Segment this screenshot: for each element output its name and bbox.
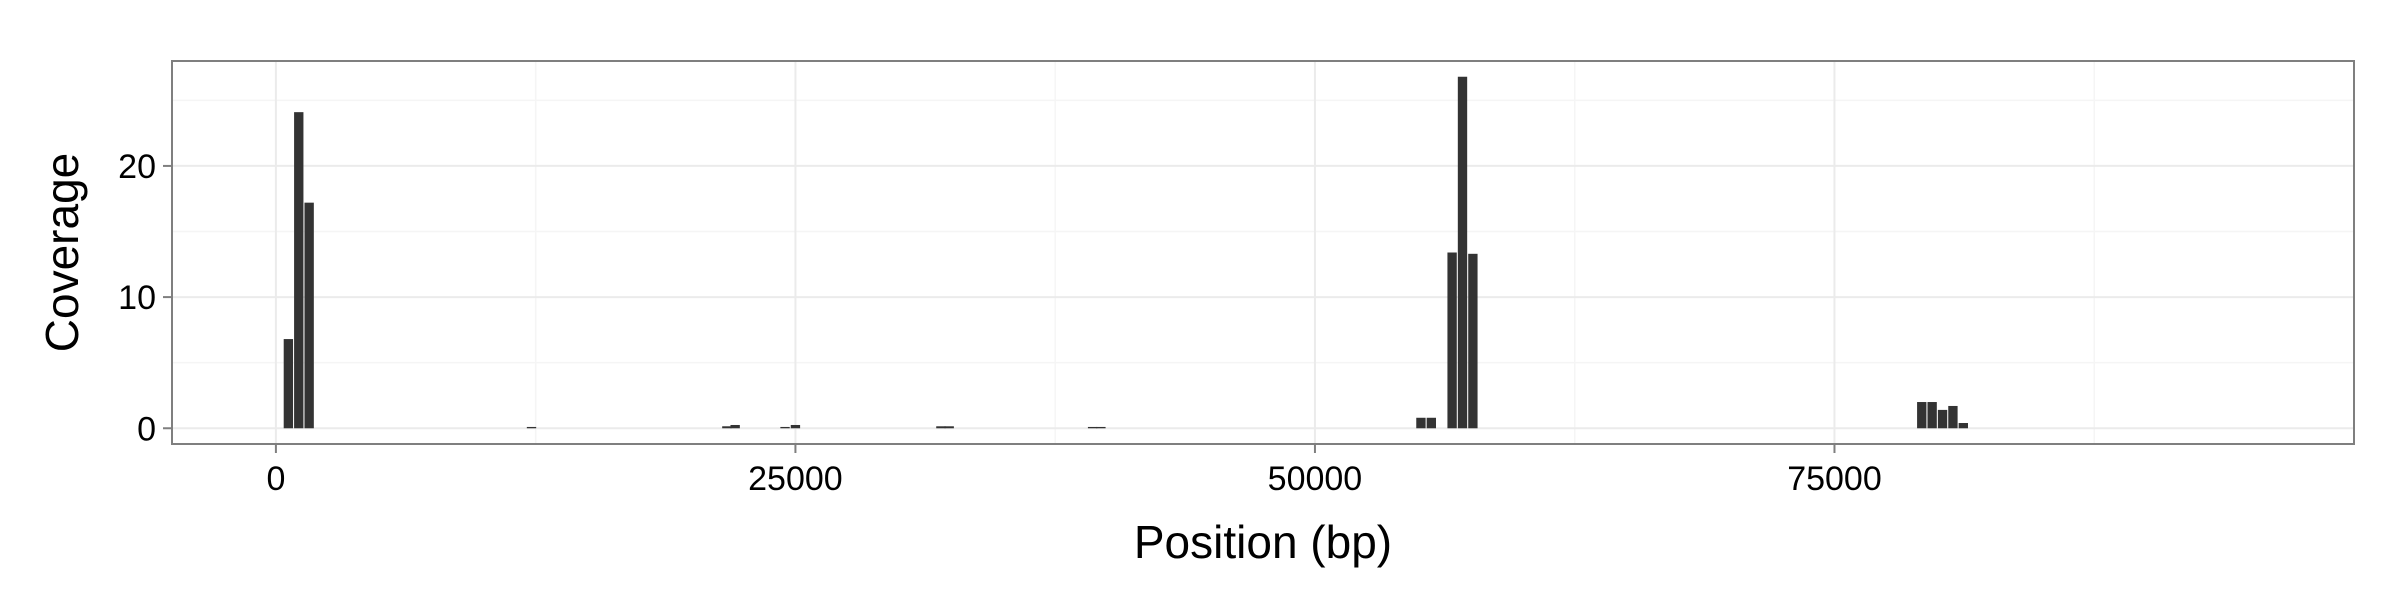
x-axis: 0 25000 50000 75000	[266, 444, 1882, 498]
coverage-bar	[1468, 253, 1478, 429]
plot-panel	[172, 61, 2354, 444]
y-tick-label: 20	[118, 148, 156, 186]
y-tick-label: 0	[137, 410, 156, 448]
coverage-bar	[1416, 417, 1426, 429]
coverage-bar	[304, 202, 314, 429]
plot-border	[171, 60, 2355, 445]
x-axis-label: Position (bp)	[1134, 516, 1392, 568]
coverage-bar	[1447, 252, 1457, 429]
coverage-bar	[1917, 402, 1927, 429]
x-tick-label: 75000	[1787, 460, 1882, 498]
coverage-bar	[790, 424, 801, 429]
y-tick-label: 10	[118, 279, 156, 317]
bars	[283, 76, 1968, 429]
coverage-bar	[944, 426, 954, 429]
coverage-bar	[1927, 402, 1937, 429]
coverage-bar	[1426, 417, 1437, 429]
coverage-bar	[1948, 405, 1958, 429]
coverage-bar	[294, 112, 304, 429]
coverage-bar	[1096, 426, 1106, 429]
coverage-bar	[722, 426, 732, 429]
coverage-bar	[936, 426, 946, 429]
coverage-bar	[1457, 76, 1468, 429]
x-tick-label: 25000	[748, 460, 843, 498]
coverage-bar	[283, 339, 294, 429]
coverage-bar	[1937, 409, 1948, 429]
coverage-bar	[730, 424, 740, 429]
y-axis: 0 10 20	[118, 148, 172, 448]
x-tick-label: 0	[266, 460, 285, 498]
coverage-bar	[1087, 426, 1098, 429]
coverage-bar	[526, 426, 537, 429]
coverage-bar	[780, 426, 790, 429]
y-axis-label: Coverage	[36, 153, 88, 352]
coverage-bar	[1958, 423, 1968, 429]
x-tick-label: 50000	[1268, 460, 1363, 498]
